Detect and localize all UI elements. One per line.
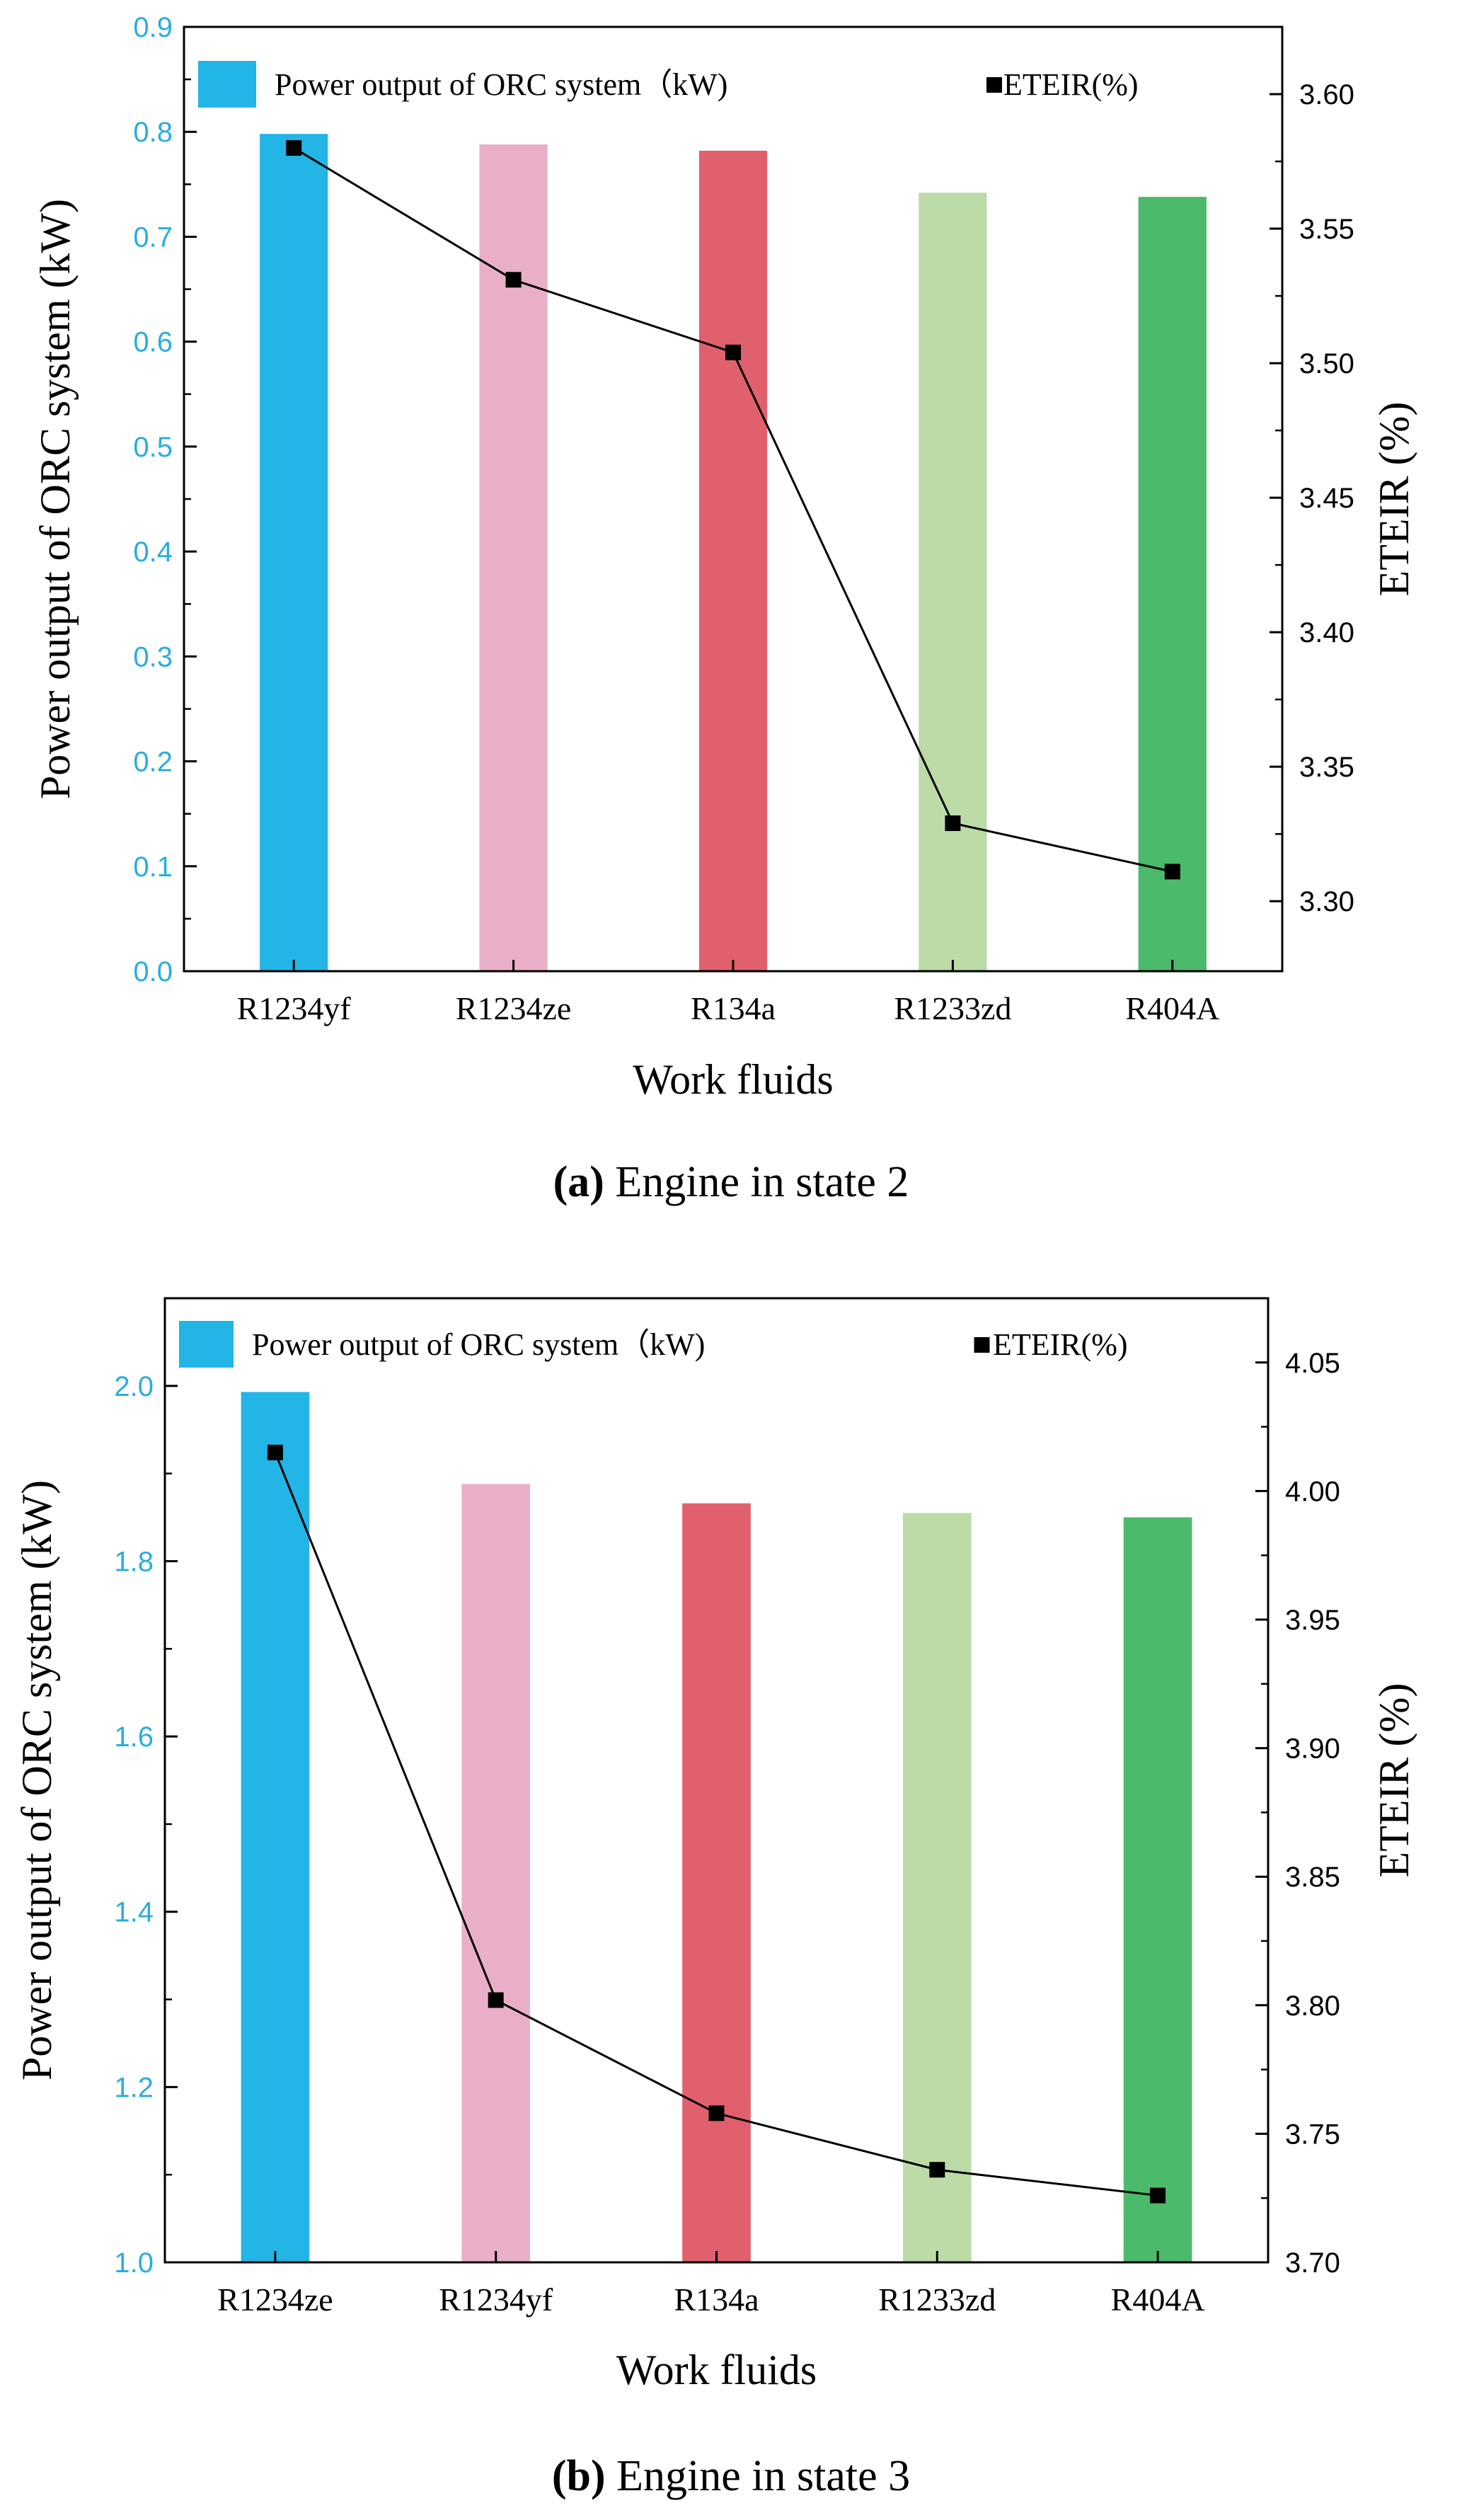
x-tick-label: R1233zd	[894, 990, 1011, 1026]
left-tick-label: 0.9	[133, 12, 173, 43]
legend-swatch-power	[179, 1321, 234, 1368]
eteir-marker-R134a[interactable]	[725, 344, 741, 360]
left-tick-label: 1.6	[114, 1722, 154, 1753]
bar-R1233zd[interactable]	[902, 1513, 972, 2262]
right-tick-label: 3.45	[1299, 483, 1354, 514]
right-tick-label: 3.55	[1299, 214, 1354, 245]
chart-panel-b: 1.0 1.2 1.4 1.6 1.8 2.0 3.70 3.75 3.80 3.85 3.90 3.…	[13, 1297, 1417, 2500]
right-tick-label: 3.60	[1299, 79, 1354, 110]
x-tick-label: R134a	[691, 990, 776, 1026]
x-tick-label: R134a	[674, 2281, 759, 2318]
left-tick-label: 0.8	[133, 117, 173, 148]
right-tick-label: 3.90	[1285, 1734, 1340, 1765]
y-axis-left-label: Power output of ORC system (kW)	[32, 199, 79, 799]
bar-R404A[interactable]	[1138, 197, 1207, 971]
bar-R1234ze[interactable]	[479, 144, 548, 971]
eteir-marker-R1234ze[interactable]	[505, 272, 522, 288]
legend-marker-eteir	[974, 1337, 990, 1353]
y-axis-right-label: ETEIR (%)	[1371, 1683, 1417, 1878]
right-tick-label: 3.70	[1285, 2247, 1340, 2279]
left-tick-label: 0.1	[133, 852, 173, 883]
eteir-marker-R404A[interactable]	[1150, 2187, 1166, 2204]
legend-label-eteir: ETEIR(%)	[993, 1327, 1128, 1362]
left-tick-label: 2.0	[114, 1371, 154, 1402]
right-tick-label: 3.30	[1299, 886, 1354, 917]
eteir-marker-R1234yf[interactable]	[488, 1992, 504, 2008]
left-tick-label: 1.0	[114, 2247, 154, 2279]
left-tick-label: 0.6	[133, 327, 173, 358]
bar-R134a[interactable]	[682, 1503, 751, 2262]
bar-R1234ze[interactable]	[241, 1392, 310, 2262]
caption-space	[604, 1158, 616, 1206]
left-tick-label: 0.7	[133, 222, 173, 253]
left-tick-label: 0.4	[133, 537, 173, 568]
y-axis-left-label: Power output of ORC system (kW)	[13, 1480, 60, 2080]
eteir-marker-R134a[interactable]	[708, 2105, 725, 2121]
x-tick-label: R1234ze	[217, 2281, 333, 2318]
right-tick-label: 4.00	[1285, 1476, 1340, 1507]
left-tick-label: 0.2	[133, 747, 173, 778]
x-axis-label: Work fluids	[616, 2347, 817, 2393]
bar-R1233zd[interactable]	[919, 193, 987, 971]
legend-marker-eteir	[986, 77, 1002, 93]
legend-swatch-power	[198, 61, 256, 108]
panel-caption: (b) Engine in state 3	[552, 2452, 910, 2500]
eteir-marker-R404A[interactable]	[1164, 864, 1180, 880]
bar-R404A[interactable]	[1123, 1517, 1192, 2262]
left-tick-label: 1.2	[114, 2072, 154, 2103]
left-tick-label: 1.8	[114, 1546, 154, 1577]
eteir-marker-R1233zd[interactable]	[929, 2162, 945, 2178]
right-tick-label: 4.05	[1285, 1348, 1340, 1379]
panel-caption: (a) Engine in state 2	[553, 1158, 909, 1206]
x-tick-label: R404A	[1125, 990, 1219, 1026]
bar-R134a[interactable]	[698, 150, 768, 971]
x-tick-label: R1233zd	[878, 2281, 996, 2318]
caption-label: (a)	[553, 1158, 604, 1206]
x-tick-label: R1234ze	[456, 990, 572, 1026]
legend-label-power: Power output of ORC system（kW)	[275, 67, 727, 102]
caption-label: (b)	[552, 2452, 606, 2500]
legend-label-power: Power output of ORC system（kW)	[252, 1327, 705, 1362]
eteir-marker-R1233zd[interactable]	[945, 815, 961, 831]
left-tick-label: 0.5	[133, 432, 173, 463]
left-tick-label: 0.0	[133, 956, 173, 987]
legend-label-eteir: ETEIR(%)	[1003, 67, 1139, 102]
left-tick-label: 0.3	[133, 641, 173, 672]
chart-panel-a: 0.0 0.1 0.2 0.3 0.4 0.5 0.6 0.7 0.8 0.9 3.30 3.35 3.…	[32, 12, 1417, 1206]
x-tick-label: R404A	[1111, 2281, 1205, 2318]
caption-space	[606, 2452, 617, 2500]
right-tick-label: 3.85	[1285, 1862, 1340, 1893]
caption-text: Engine in state 3	[616, 2452, 910, 2500]
right-tick-label: 3.50	[1299, 348, 1354, 379]
bar-R1234yf[interactable]	[260, 134, 328, 972]
eteir-marker-R1234yf[interactable]	[286, 140, 302, 156]
right-tick-label: 3.80	[1285, 1991, 1340, 2022]
right-tick-label: 3.35	[1299, 752, 1354, 783]
right-tick-label: 3.75	[1285, 2119, 1340, 2150]
x-tick-label: R1234yf	[237, 990, 352, 1026]
x-tick-label: R1234yf	[439, 2281, 553, 2318]
y-axis-right-label: ETEIR (%)	[1371, 402, 1417, 597]
x-axis-label: Work fluids	[633, 1056, 833, 1103]
eteir-marker-R1234ze[interactable]	[267, 1444, 283, 1460]
caption-text: Engine in state 2	[615, 1158, 909, 1206]
right-tick-label: 3.40	[1299, 617, 1354, 648]
left-tick-label: 1.4	[114, 1897, 154, 1928]
right-tick-label: 3.95	[1285, 1605, 1340, 1636]
bar-R1234yf[interactable]	[461, 1484, 531, 2262]
